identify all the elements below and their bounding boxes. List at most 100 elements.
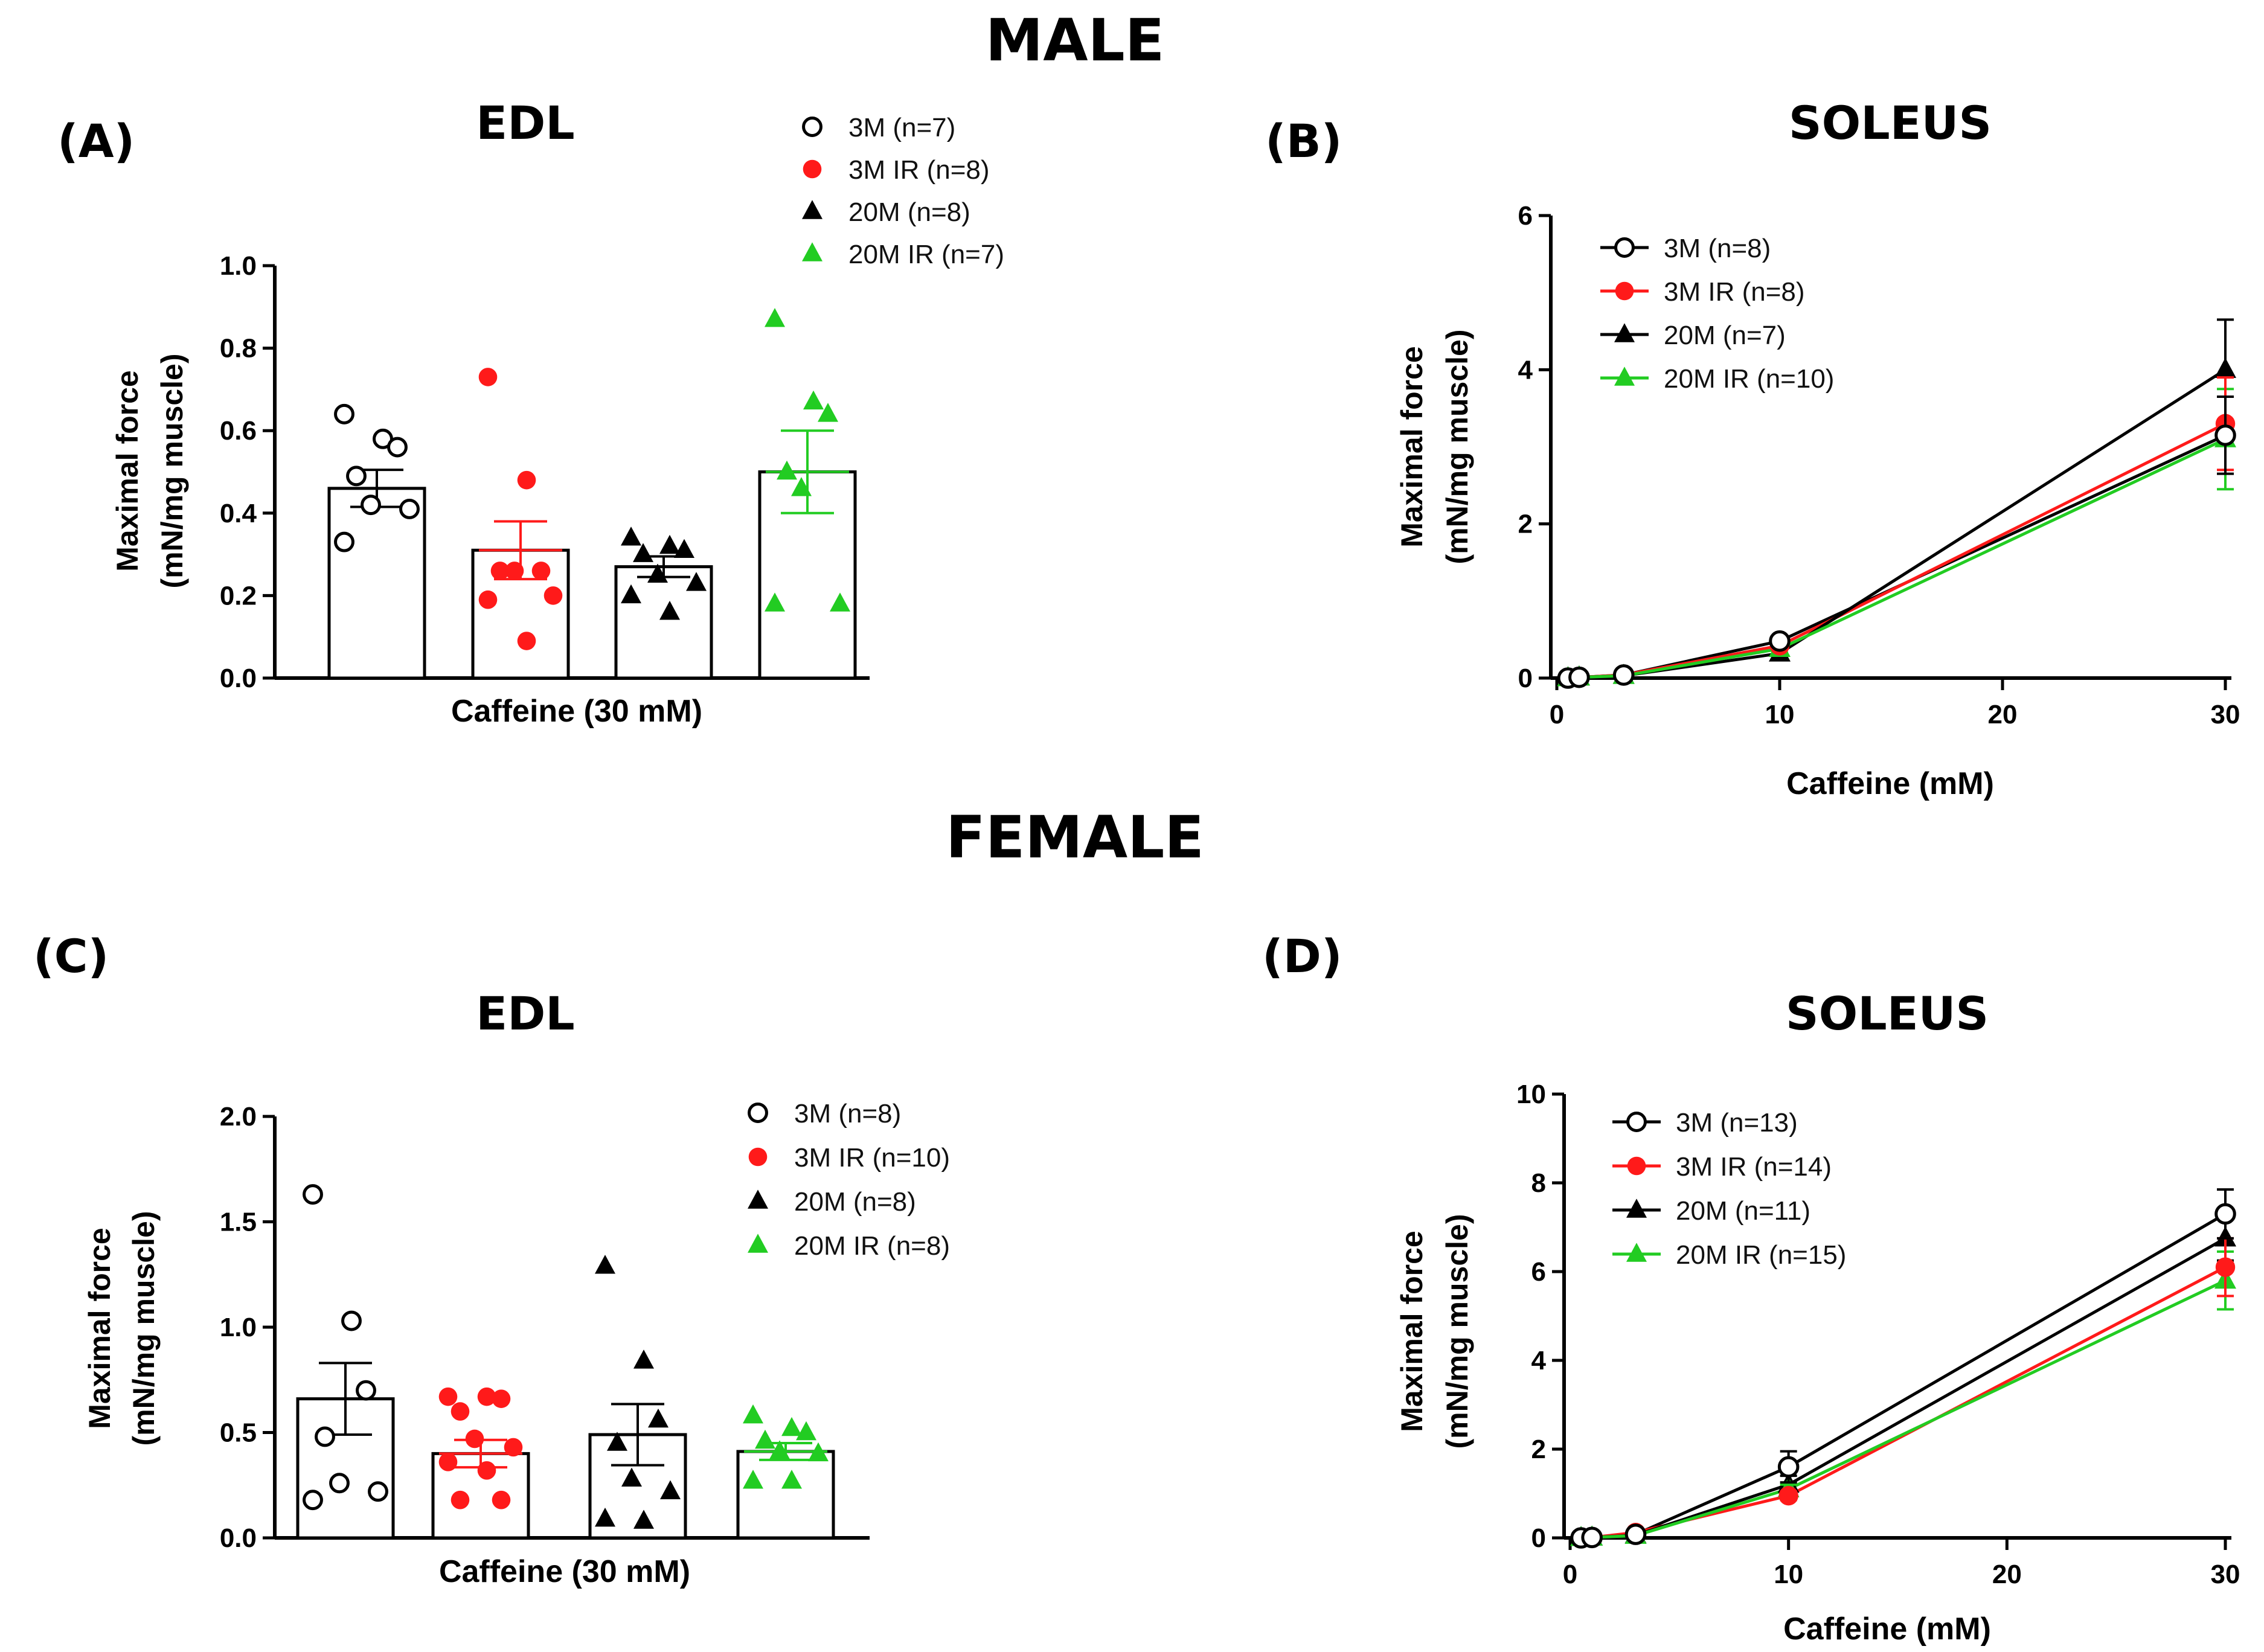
y-tick-label: 4: [1518, 355, 1533, 385]
y-tick-label: 1.0: [220, 251, 257, 281]
legend-entry: 20M IR (n=8): [794, 1231, 950, 1261]
y-tick-label: 0.0: [220, 1523, 257, 1553]
y-tick-label: 1.0: [220, 1313, 257, 1342]
data-point: [765, 592, 785, 612]
data-point: [818, 403, 838, 422]
y-tick-label: 0: [1518, 664, 1533, 693]
legend-marker: [802, 242, 823, 261]
legend-marker: [748, 1189, 768, 1209]
data-point: [478, 368, 498, 386]
data-point: [368, 1481, 388, 1502]
data-point: [504, 1438, 523, 1457]
data-point: [686, 572, 707, 591]
legend-entry: 20M IR (n=10): [1664, 364, 1834, 394]
y-tick-label: 0: [1531, 1523, 1546, 1553]
legend-entry: 3M IR (n=14): [1676, 1152, 1832, 1182]
legend-marker: [1626, 1199, 1647, 1218]
data-point: [621, 1467, 642, 1487]
legend-entry: 3M IR (n=10): [794, 1143, 950, 1173]
x-axis-label: Caffeine (mM): [1783, 1612, 1991, 1647]
data-point: [2214, 424, 2236, 446]
y-axis-label: (mN/mg muscle): [1440, 330, 1474, 565]
x-tick-label: 30: [2211, 1560, 2240, 1589]
legend-entry: 3M (n=7): [848, 113, 955, 142]
legend-marker: [748, 1147, 768, 1167]
data-point: [769, 1440, 790, 1459]
x-tick-label: 20: [1992, 1560, 2022, 1589]
data-point: [796, 1421, 816, 1441]
y-tick-label: 1.5: [220, 1208, 257, 1237]
data-point: [621, 527, 641, 546]
data-point: [765, 308, 785, 327]
panel-label: (C): [33, 929, 109, 983]
data-point: [595, 1507, 615, 1527]
bar-3m: [327, 487, 426, 680]
data-point: [477, 1461, 496, 1480]
panel-title: SOLEUS: [1786, 987, 1989, 1040]
data-point: [346, 466, 367, 487]
data-point: [633, 1510, 654, 1529]
data-point: [1769, 630, 1791, 652]
data-point: [399, 499, 420, 519]
panel-a-edl-male: (A) EDL 0.0 0.2 0.4 0.6 0.8 1.0 Maximal force (mN…: [57, 96, 1004, 729]
legend-entry: 3M (n=13): [1676, 1108, 1798, 1138]
data-point: [1612, 664, 1635, 686]
series-line: [1568, 437, 2227, 680]
panel-title: SOLEUS: [1789, 96, 1992, 150]
data-point: [1581, 1526, 1603, 1549]
x-tick-label: 30: [2211, 700, 2240, 729]
data-point: [465, 1429, 484, 1449]
legend-entry: 3M IR (n=8): [848, 155, 990, 185]
y-axis-label: Maximal force: [111, 370, 144, 571]
data-point: [492, 1490, 511, 1510]
data-point: [505, 562, 524, 580]
data-point: [803, 390, 824, 410]
legend-marker: [803, 159, 822, 179]
legend-entry: 20M (n=11): [1676, 1196, 1810, 1226]
legend-entry: 3M (n=8): [794, 1099, 901, 1129]
x-axis-label: Caffeine (30 mM): [439, 1554, 690, 1589]
data-point: [743, 1470, 763, 1489]
data-point: [781, 1470, 802, 1489]
data-point: [648, 1408, 669, 1428]
x-axis-label: Caffeine (30 mM): [451, 694, 702, 729]
y-tick-label: 6: [1518, 201, 1533, 231]
data-point: [544, 586, 563, 605]
data-point: [633, 543, 653, 562]
y-tick-label: 2: [1518, 510, 1533, 539]
data-point: [438, 1453, 458, 1471]
panel-d-soleus-female: (D) SOLEUS 0 2 4 6 8 10 Maximal force (mN/mg musc…: [1262, 929, 2240, 1647]
data-point: [2214, 357, 2236, 378]
data-point: [1778, 1485, 1798, 1506]
data-point: [595, 1255, 615, 1274]
data-point: [356, 1380, 376, 1401]
y-tick-label: 6: [1531, 1257, 1546, 1287]
x-tick-label: 10: [1774, 1560, 1803, 1589]
y-axis-label: Maximal force: [1395, 346, 1429, 547]
panel-b-soleus-male: (B) SOLEUS 0 2 4 6 Maximal force (mN/mg muscle)…: [1265, 96, 2240, 801]
y-tick-label: 0.8: [220, 334, 257, 363]
data-point: [2215, 1257, 2236, 1277]
data-point: [451, 1402, 470, 1421]
legend-marker: [1614, 367, 1635, 386]
data-point: [659, 534, 680, 554]
y-tick-label: 0.4: [220, 499, 257, 528]
legend-entry: 20M (n=7): [1664, 321, 1786, 350]
data-point: [1624, 1523, 1647, 1545]
female-section-title: FEMALE: [946, 804, 1204, 871]
panel-c-edl-female: (C) EDL 0.0 0.5 1.0 1.5 2.0 Maximal force (mN/mg…: [33, 929, 950, 1589]
data-point: [791, 477, 812, 496]
y-axis-label: (mN/mg muscle): [155, 354, 189, 589]
data-point: [647, 563, 668, 583]
legend-marker: [1614, 323, 1635, 342]
data-point: [387, 437, 408, 458]
legend-marker: [1627, 1156, 1646, 1176]
x-tick-label: 20: [1988, 700, 2018, 729]
data-point: [808, 1442, 829, 1462]
series-line: [1568, 368, 2227, 680]
data-point: [781, 1417, 802, 1436]
data-point: [517, 470, 536, 490]
legend-marker: [802, 200, 823, 219]
x-axis-label: Caffeine (mM): [1786, 766, 1994, 801]
y-tick-label: 0.6: [220, 416, 257, 446]
